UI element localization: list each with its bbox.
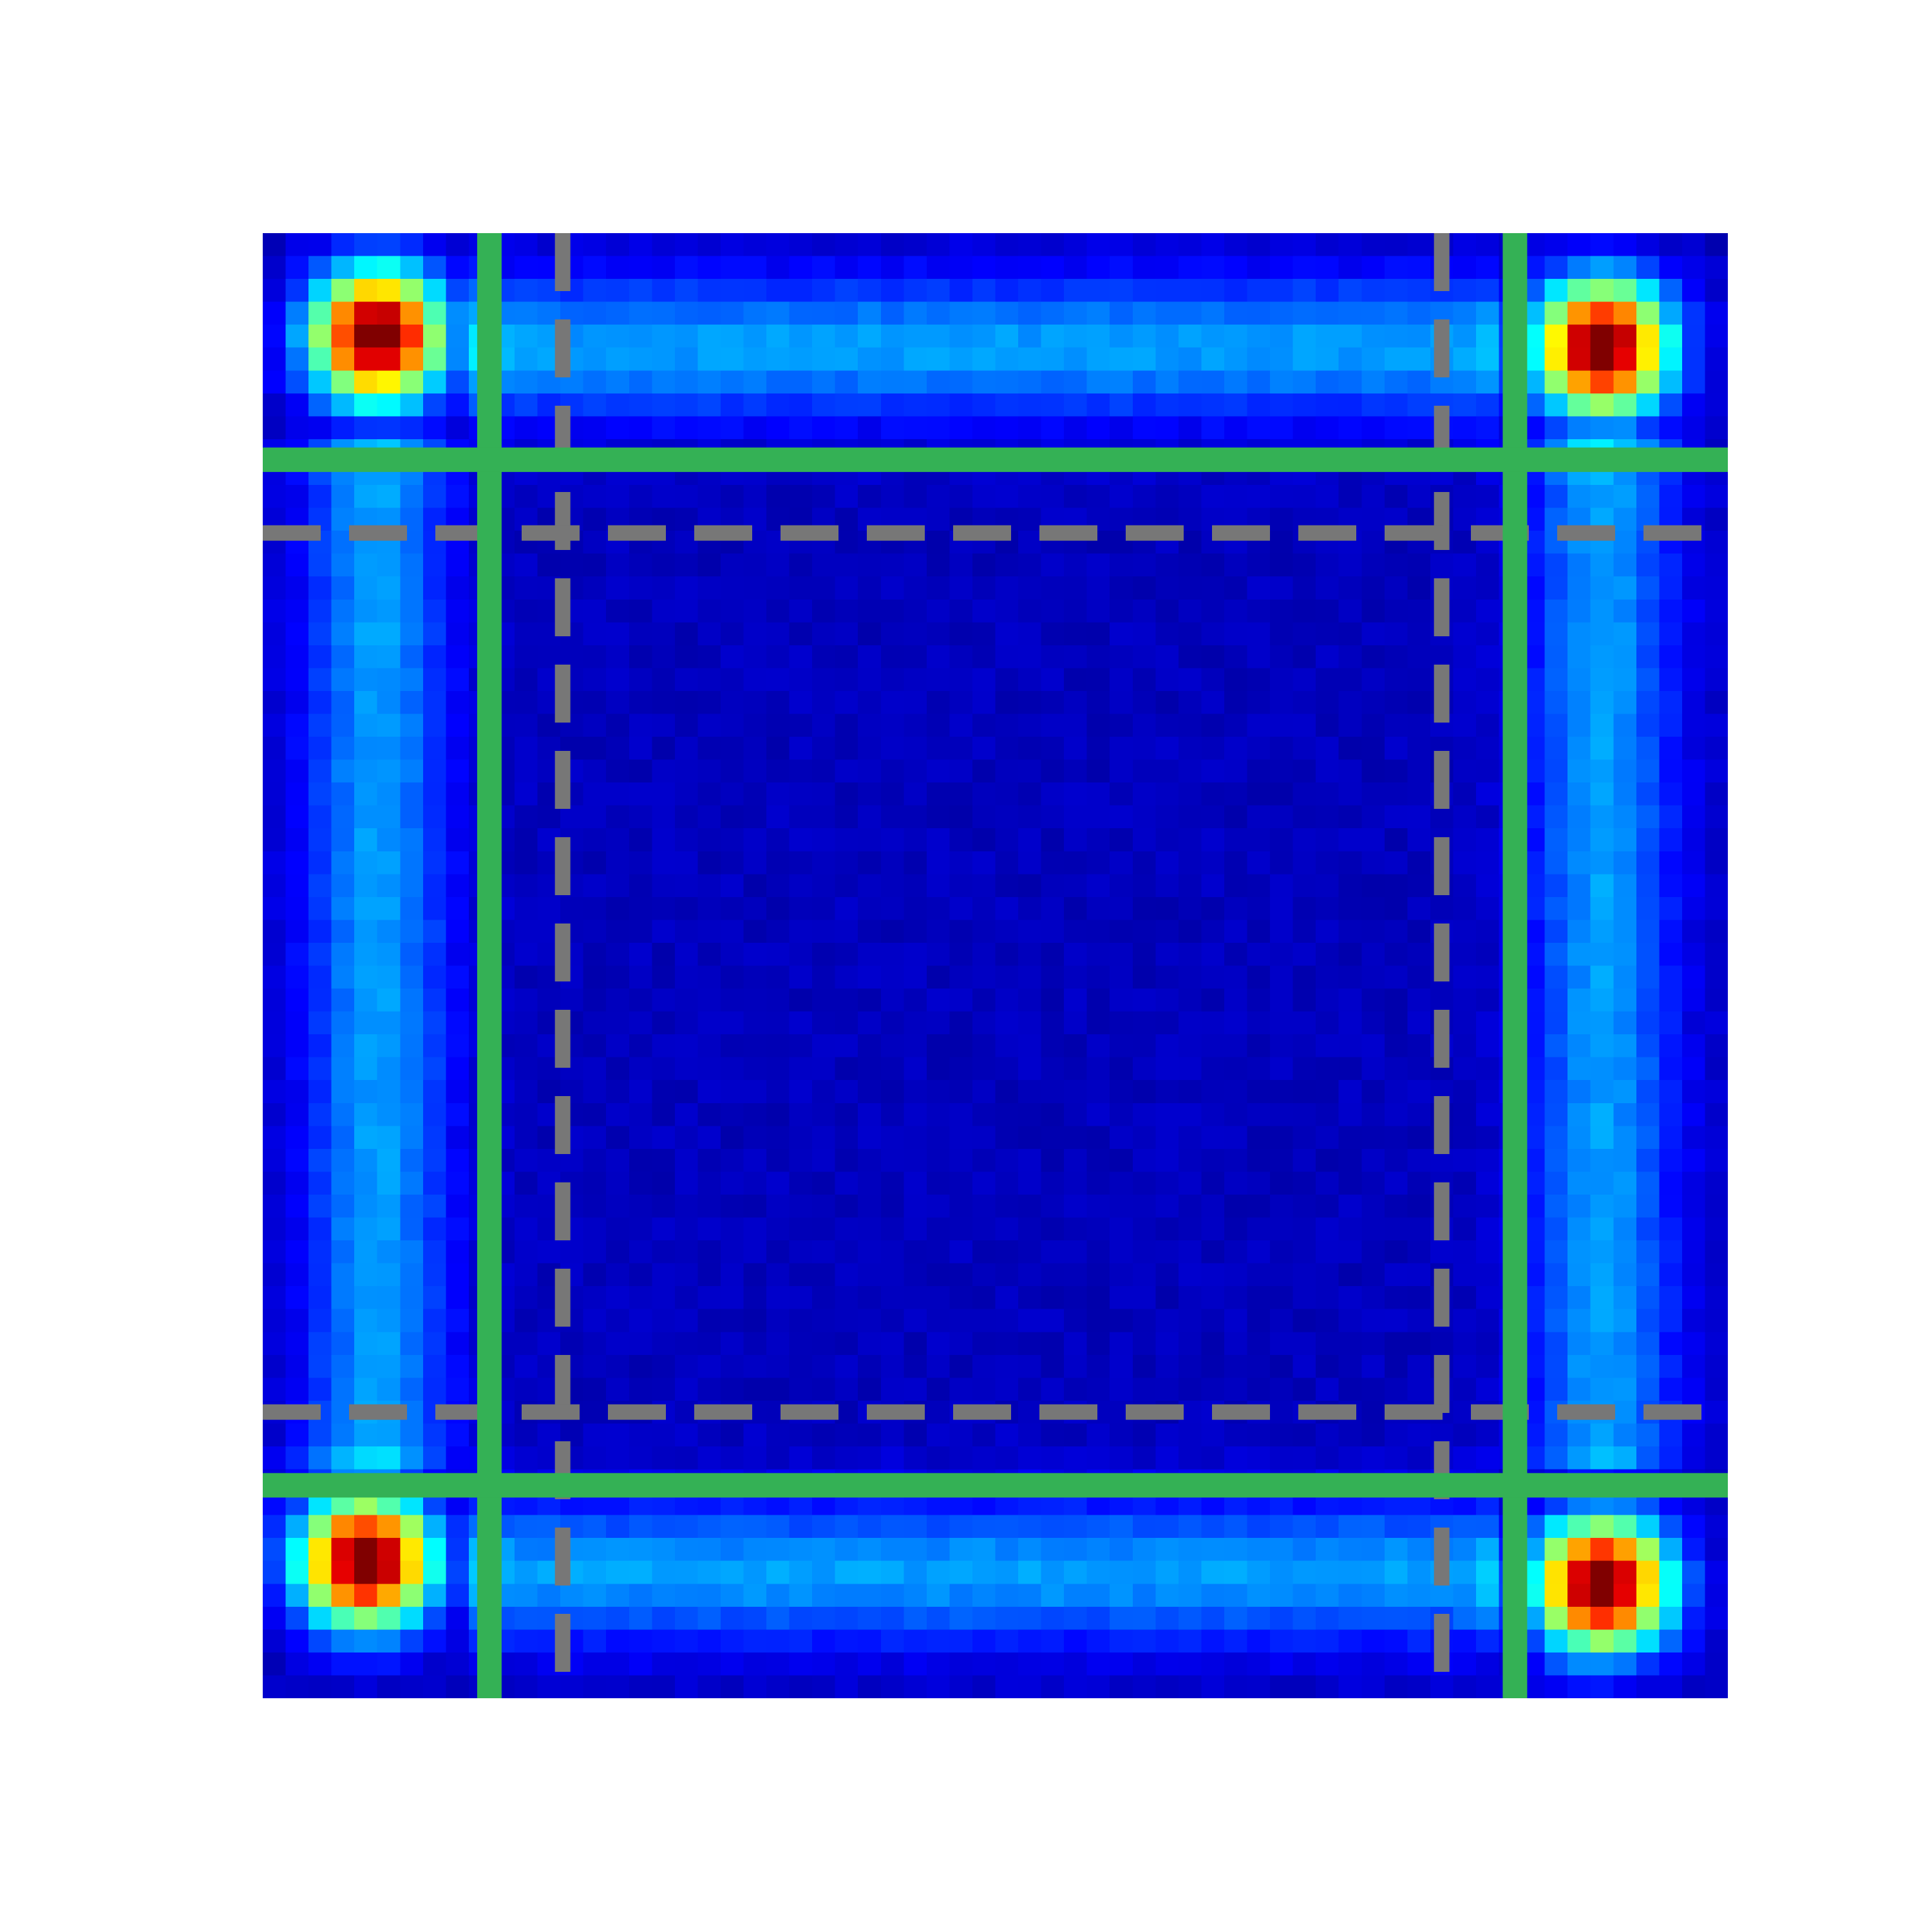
heatmap-image — [263, 233, 1728, 1698]
